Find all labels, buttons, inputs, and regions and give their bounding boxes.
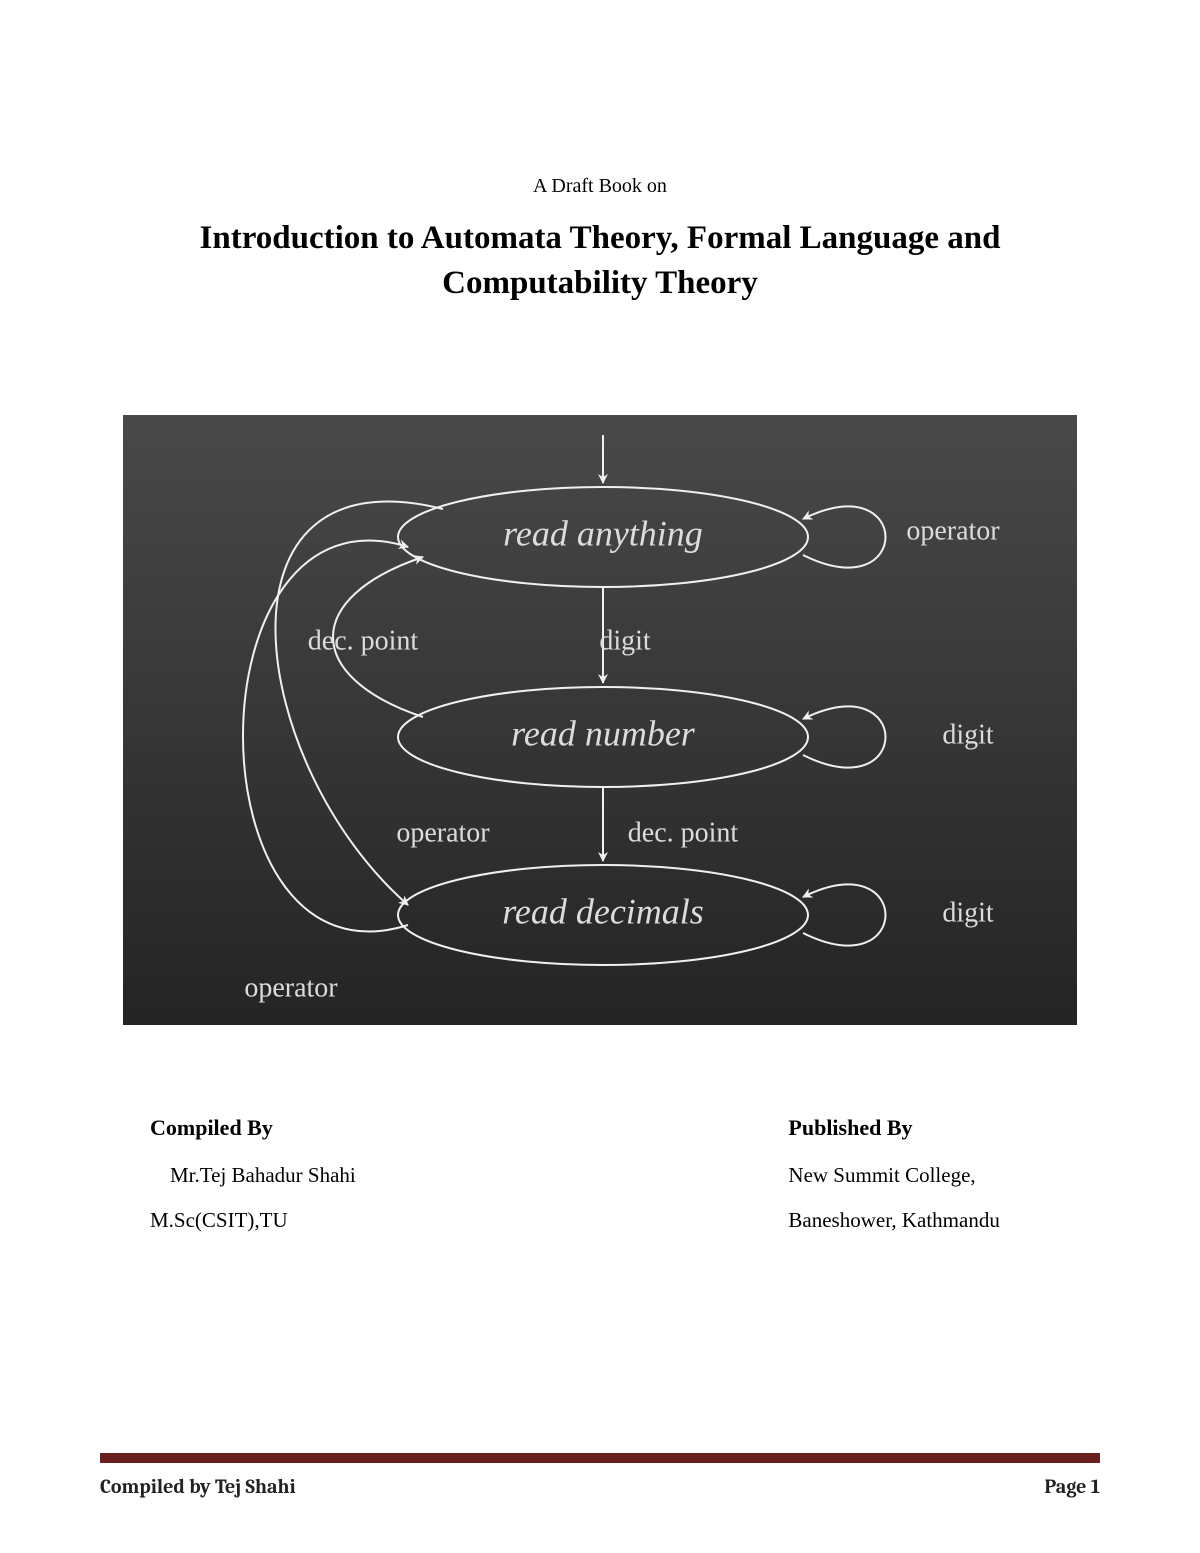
svg-text:operator: operator — [906, 516, 1000, 547]
footer-left-text: Compiled by Tej Shahi — [100, 1475, 296, 1498]
credits-block: Compiled By Mr.Tej Bahadur Shahi M.Sc(CS… — [120, 1115, 1080, 1253]
main-title: Introduction to Automata Theory, Formal … — [120, 216, 1080, 305]
svg-text:dec. point: dec. point — [628, 818, 739, 849]
published-by-heading: Published By — [788, 1115, 1070, 1141]
publisher-address: Baneshower, Kathmandu — [788, 1208, 1070, 1233]
state-diagram: digit dec. point operator digit digit operato… — [123, 415, 1077, 1030]
compiled-by-heading: Compiled By — [150, 1115, 592, 1141]
footer-divider — [100, 1453, 1100, 1463]
svg-text:read anything: read anything — [503, 513, 703, 553]
svg-text:digit: digit — [599, 626, 651, 657]
svg-text:operator: operator — [244, 973, 338, 1004]
svg-text:dec. point: dec. point — [308, 626, 419, 657]
svg-text:read decimals: read decimals — [502, 891, 704, 931]
author-qualification: M.Sc(CSIT),TU — [150, 1208, 592, 1233]
svg-text:operator: operator — [396, 818, 490, 849]
pretitle-text: A Draft Book on — [120, 175, 1080, 198]
author-name: Mr.Tej Bahadur Shahi — [150, 1163, 592, 1188]
svg-text:read number: read number — [511, 713, 696, 753]
svg-text:digit: digit — [942, 898, 994, 929]
svg-text:digit: digit — [942, 720, 994, 751]
footer-right-text: Page 1 — [1044, 1475, 1100, 1498]
publisher-name: New Summit College, — [788, 1163, 1070, 1188]
